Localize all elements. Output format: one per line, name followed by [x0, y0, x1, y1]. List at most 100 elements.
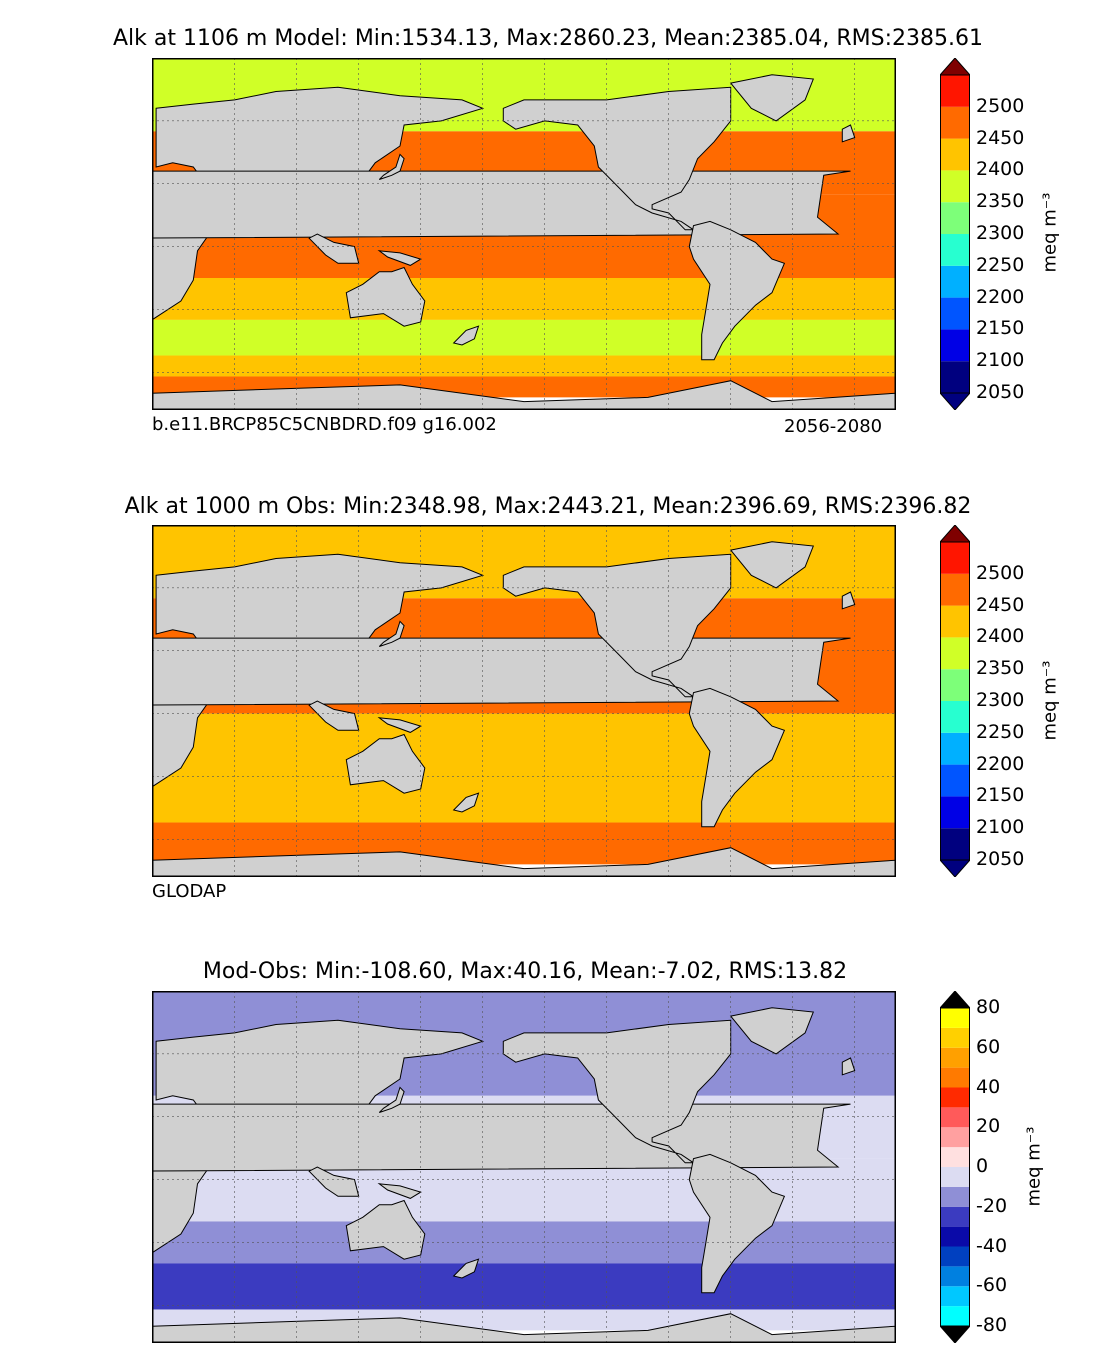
colorbar-tick-label: 2300 — [976, 222, 1025, 244]
colorbar-tick-label: 2200 — [976, 285, 1025, 308]
colorbar-tick-label: 2400 — [976, 625, 1025, 648]
land-mass — [308, 1166, 360, 1197]
colorbar-tick-label: 2300 — [976, 689, 1025, 711]
colorbar-bin — [940, 1306, 970, 1326]
land-mass — [152, 1313, 896, 1343]
land-mass — [345, 733, 426, 794]
panel1-units: meq m⁻³ — [1039, 192, 1061, 273]
colorbar-tick-label: -60 — [976, 1274, 1008, 1297]
colorbar-bin — [940, 1127, 970, 1148]
value-band — [152, 319, 896, 356]
colorbar-tick-label: 2450 — [976, 126, 1025, 149]
land-mass — [502, 553, 732, 698]
colorbar-bin — [940, 297, 970, 330]
colorbar-tick-label: 2450 — [976, 593, 1025, 616]
colorbar-tick-label: 2150 — [976, 784, 1025, 807]
land-mass — [841, 1057, 856, 1076]
colorbar-tick-label: -20 — [976, 1194, 1008, 1217]
land-mass — [152, 1103, 851, 1253]
colorbar-bin — [940, 1107, 970, 1128]
colorbar-tick-label: 40 — [976, 1075, 1001, 1098]
land-mass — [377, 250, 422, 266]
colorbar-extend-max — [940, 58, 970, 76]
colorbar-bin — [940, 1226, 970, 1247]
colorbar-bin — [940, 265, 970, 298]
colorbar-bin — [940, 1206, 970, 1227]
colorbar-tick-label: 2100 — [976, 816, 1025, 839]
panel3-units: meq m⁻³ — [1023, 1126, 1045, 1207]
colorbar-extend-max — [940, 525, 970, 543]
colorbar-bin — [940, 1087, 970, 1108]
land-mass — [308, 700, 360, 731]
land-mass — [378, 620, 405, 647]
land-mass — [502, 86, 732, 231]
colorbar-extend-max — [940, 991, 970, 1009]
colorbar-bin — [940, 1286, 970, 1307]
colorbar-bin — [940, 732, 970, 765]
panel2-map — [152, 525, 896, 877]
panel1-title: Alk at 1106 m Model: Min:1534.13, Max:28… — [112, 26, 984, 51]
colorbar-tick-label: 2350 — [976, 190, 1025, 213]
colorbar-tick-label: 80 — [976, 996, 1001, 1018]
colorbar-bin — [940, 329, 970, 362]
colorbar-extend-min — [940, 392, 970, 410]
colorbar-bin — [940, 828, 970, 860]
colorbar-tick-label: 2050 — [976, 848, 1025, 870]
colorbar-bin — [940, 234, 970, 266]
land-mass — [841, 124, 856, 143]
panel1-map — [152, 58, 896, 410]
land-mass — [377, 1183, 422, 1199]
colorbar-tick-label: 2150 — [976, 317, 1025, 340]
colorbar-bin — [940, 637, 970, 670]
land-mass — [688, 220, 786, 361]
land-mass — [452, 792, 480, 813]
colorbar-bin — [940, 170, 970, 203]
colorbar-bin — [940, 1147, 970, 1167]
colorbar-tick-label: 0 — [976, 1155, 989, 1177]
colorbar-bin — [940, 1186, 970, 1207]
colorbar-bin — [940, 669, 970, 701]
colorbar-tick-label: 2200 — [976, 752, 1025, 775]
land-mass — [345, 1199, 426, 1260]
colorbar-tick-label: 20 — [976, 1115, 1001, 1138]
colorbar-bin — [940, 1266, 970, 1287]
colorbar-tick-label: 2050 — [976, 381, 1025, 403]
land-mass — [152, 637, 851, 787]
colorbar-tick-label: 2500 — [976, 561, 1025, 584]
colorbar-tick-label: 2400 — [976, 158, 1025, 181]
panel1-years: 2056-2080 — [784, 416, 883, 437]
value-band — [152, 355, 896, 377]
colorbar-tick-label: 2350 — [976, 657, 1025, 680]
land-mass — [378, 153, 405, 180]
land-mass — [345, 266, 426, 327]
colorbar-bin — [940, 701, 970, 733]
value-band — [152, 1263, 896, 1310]
panel2-colorbar — [940, 525, 970, 877]
land-mass — [688, 687, 786, 828]
land-mass — [729, 74, 815, 122]
land-mass — [729, 1007, 815, 1055]
land-mass — [452, 325, 480, 346]
land-mass — [378, 1086, 405, 1113]
land-mass — [152, 380, 896, 410]
colorbar-bin — [940, 1167, 970, 1187]
land-mass — [452, 1258, 480, 1279]
colorbar-extend-min — [940, 1325, 970, 1343]
colorbar-tick-label: -40 — [976, 1234, 1008, 1257]
colorbar-bin — [940, 796, 970, 829]
colorbar-bin — [940, 138, 970, 171]
colorbar-bin — [940, 1027, 970, 1048]
colorbar-bin — [940, 542, 970, 574]
colorbar-bin — [940, 605, 970, 638]
colorbar-bin — [940, 573, 970, 606]
colorbar-tick-label: 2250 — [976, 720, 1025, 743]
panel2-source: GLODAP — [152, 881, 227, 902]
land-mass — [502, 1019, 732, 1164]
panel3-title: Mod-Obs: Min:-108.60, Max:40.16, Mean:-7… — [202, 959, 848, 984]
colorbar-bin — [940, 764, 970, 797]
panel2-units: meq m⁻³ — [1039, 660, 1061, 741]
panel1-run-name: b.e11.BRCP85C5CNBDRD.f09 g16.002 — [152, 414, 497, 435]
land-mass — [152, 170, 851, 320]
colorbar-bin — [940, 202, 970, 234]
land-mass — [841, 591, 856, 610]
